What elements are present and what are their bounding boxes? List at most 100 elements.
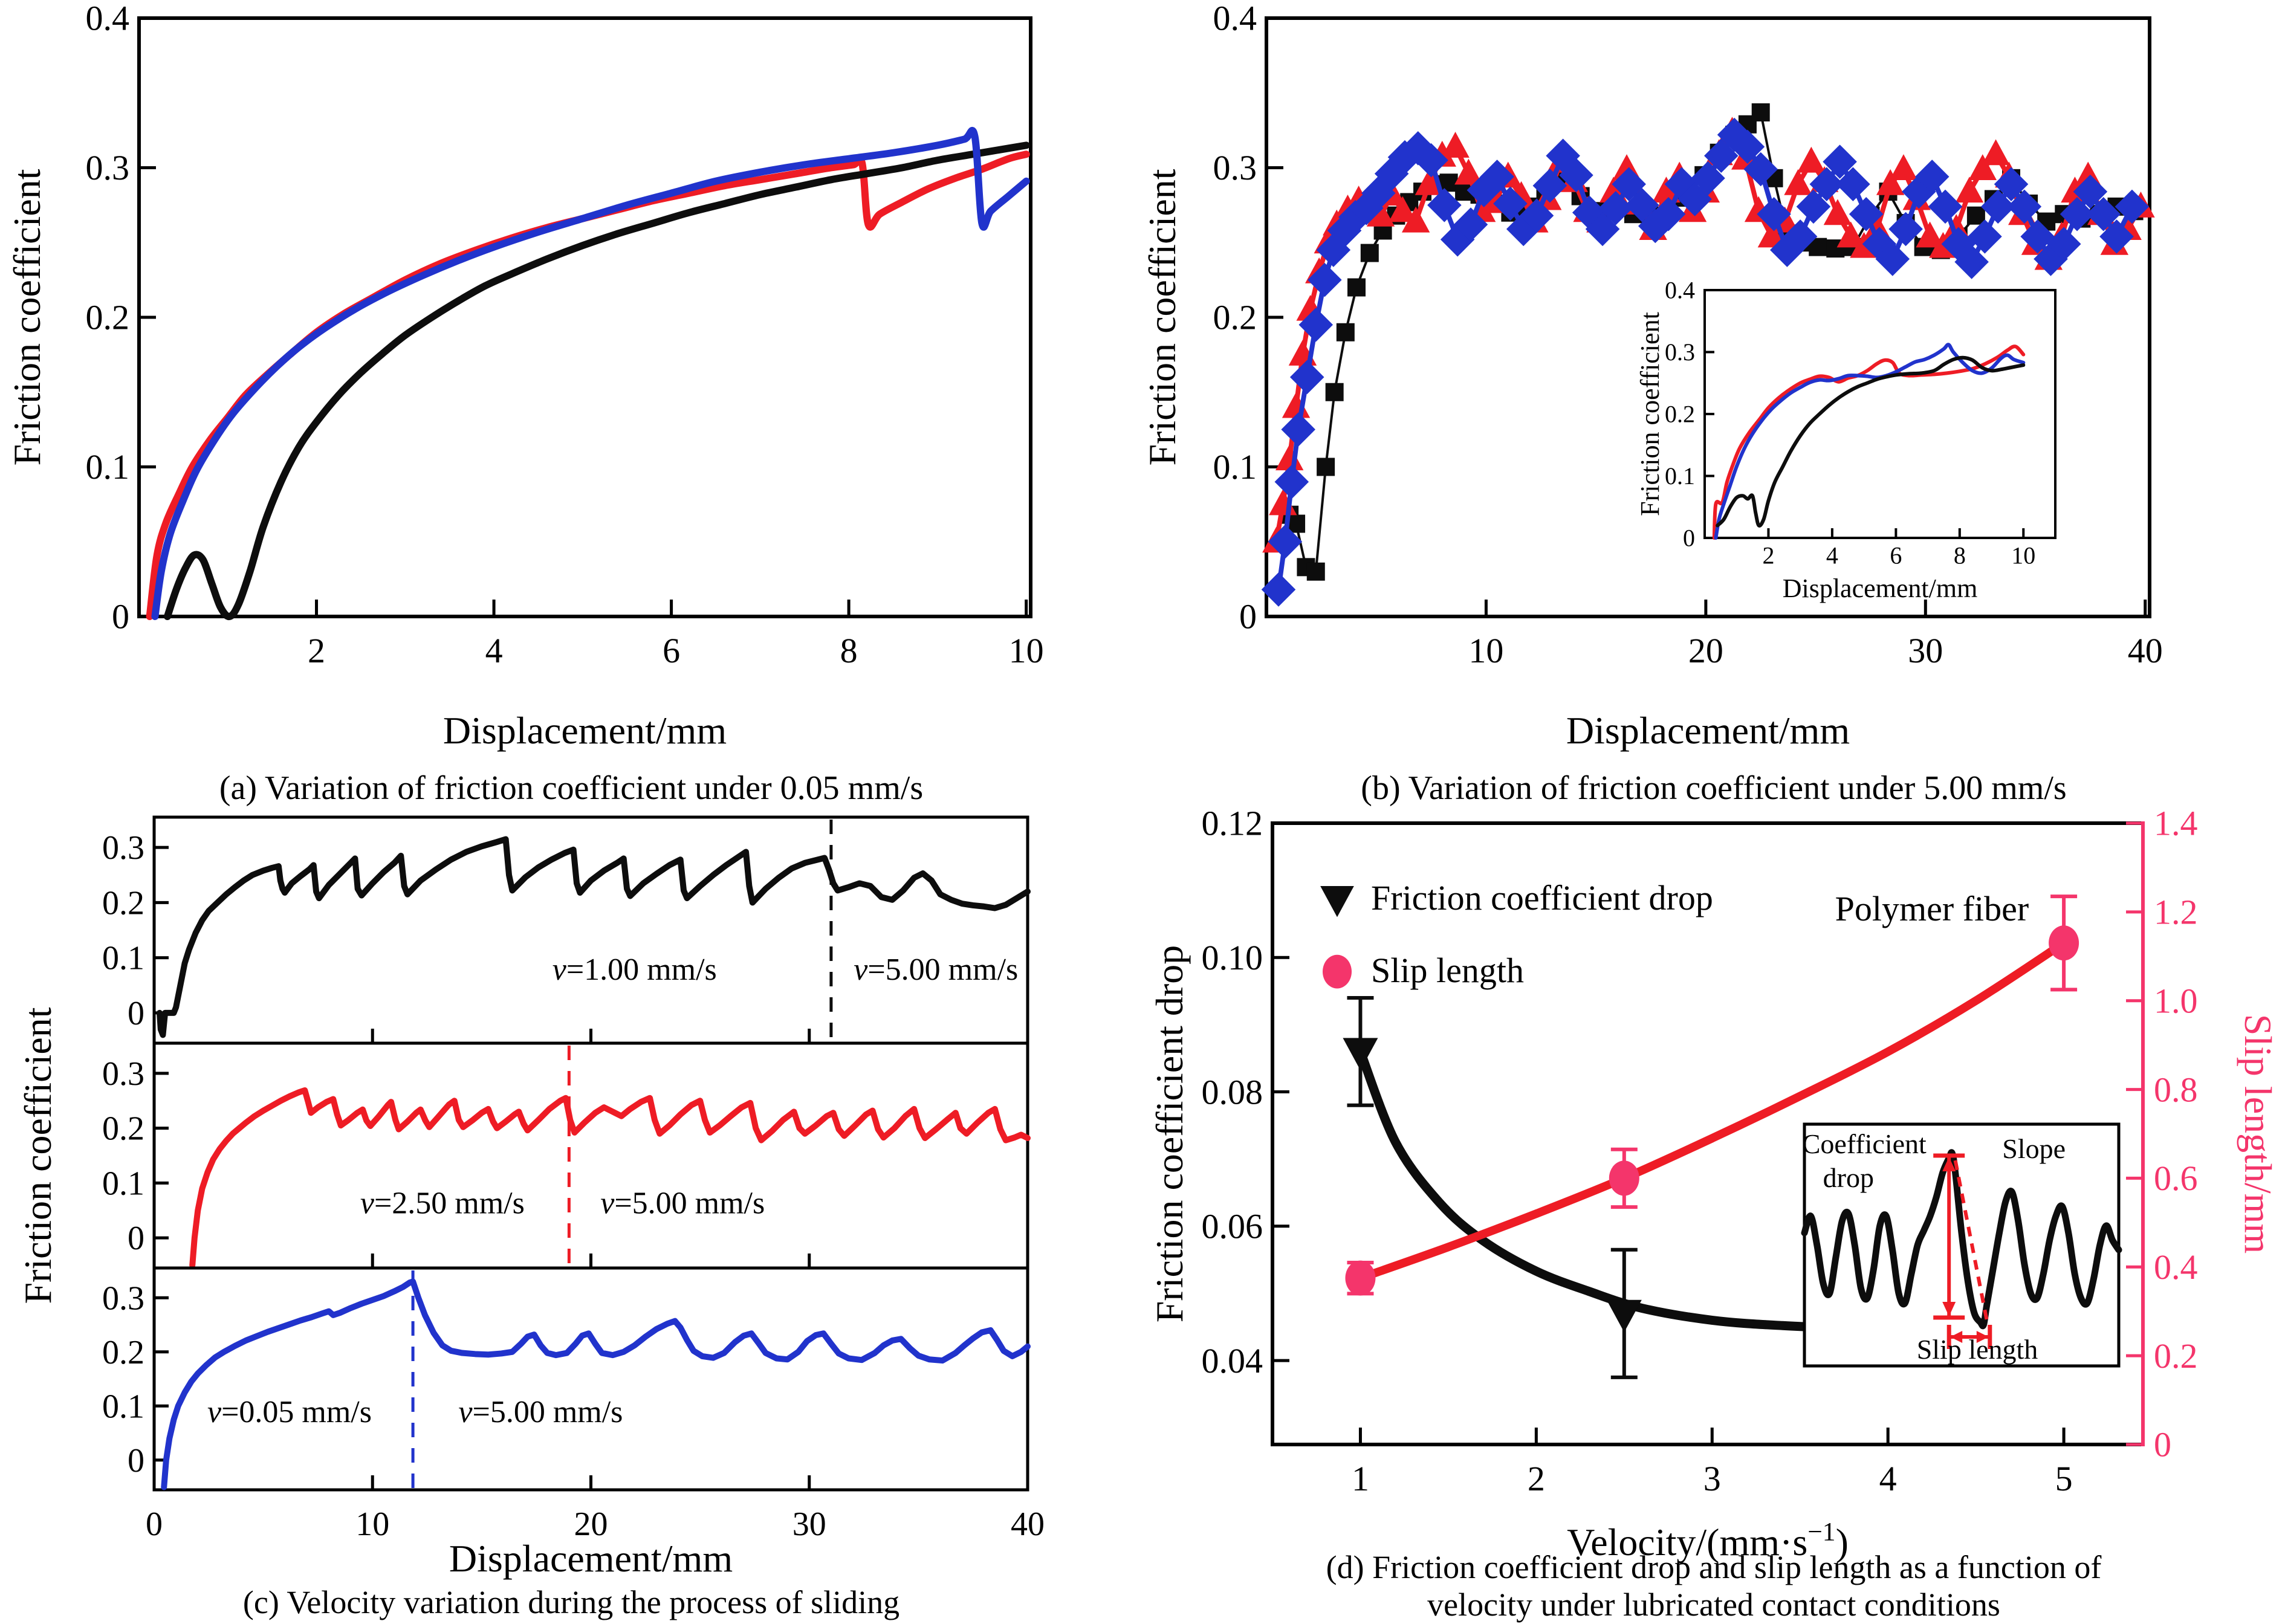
svg-text:0.04: 0.04 <box>1202 1341 1263 1380</box>
svg-text:20: 20 <box>574 1506 608 1543</box>
series-blue-0.05 <box>161 1278 1031 1490</box>
svg-text:0.1: 0.1 <box>86 447 130 487</box>
svg-text:1.4: 1.4 <box>2154 812 2198 843</box>
svg-text:20: 20 <box>1688 631 1723 670</box>
svg-text:v=2.50 mm/s: v=2.50 mm/s <box>360 1186 525 1220</box>
svg-text:40: 40 <box>1011 1506 1045 1543</box>
svg-text:6: 6 <box>1890 542 1902 569</box>
svg-text:drop: drop <box>1823 1162 1874 1193</box>
svg-text:8: 8 <box>1954 542 1966 569</box>
panel-b-chart: 10 20 30 4000.10.20.30.4Displacement/mmFric… <box>1142 0 2163 752</box>
svg-text:0.2: 0.2 <box>2154 1336 2198 1376</box>
svg-text:0: 0 <box>1683 525 1695 552</box>
caption-panel-c: (c) Velocity variation during the proces… <box>242 1584 900 1620</box>
svg-text:Friction coefficient: Friction coefficient <box>1635 312 1665 516</box>
svg-text:30: 30 <box>1908 631 1943 670</box>
series-blue-diamonds <box>1261 117 2150 607</box>
svg-text:Displacement/mm: Displacement/mm <box>1566 709 1850 752</box>
svg-text:0.3: 0.3 <box>1665 338 1695 366</box>
svg-text:0.2: 0.2 <box>102 1334 144 1371</box>
svg-text:Friction coefficient: Friction coefficient <box>5 169 48 465</box>
svg-text:0: 0 <box>1239 597 1257 636</box>
svg-text:Displacement/mm: Displacement/mm <box>1783 574 1978 603</box>
svg-text:2: 2 <box>308 631 325 670</box>
series-red-2.50 <box>189 1087 1031 1269</box>
svg-text:Displacement/mm: Displacement/mm <box>449 1537 733 1580</box>
svg-text:0.4: 0.4 <box>2154 1247 2198 1287</box>
axes: 1 2 3 4 5 0.04 0.06 0.08 0.10 0.12 0 0.2 0.4 0.6 0.8 1.… <box>1148 812 2280 1564</box>
svg-text:10: 10 <box>2011 542 2035 569</box>
svg-text:0: 0 <box>2154 1425 2171 1464</box>
svg-text:Friction coefficient: Friction coefficient <box>16 1007 59 1304</box>
series-black-0.05 <box>163 141 1030 621</box>
svg-text:0.10: 0.10 <box>1202 938 1263 977</box>
axes: 2 4 6 8 10 0 0.1 0.2 0.3 0.4 Displacement/mm Fricti… <box>5 0 1044 752</box>
svg-text:v=5.00 mm/s: v=5.00 mm/s <box>600 1186 765 1220</box>
series-red-0.05 <box>146 150 1030 620</box>
svg-text:0.2: 0.2 <box>102 884 144 922</box>
chart-canvas-d: 1 2 3 4 5 0.04 0.06 0.08 0.10 0.12 0 0.2 0.4 0.6 0.8 1.… <box>1148 812 2280 1564</box>
series-black-inset <box>1716 355 2026 528</box>
svg-text:0.8: 0.8 <box>2154 1070 2198 1109</box>
axes: 0 10 20 30 40 0 0.1 0.2 0.3 Displacement/mm <box>102 1266 1045 1580</box>
svg-text:Displacement/mm: Displacement/mm <box>443 709 727 752</box>
svg-text:4: 4 <box>1826 542 1838 569</box>
svg-text:0: 0 <box>128 995 144 1032</box>
svg-text:5: 5 <box>2055 1459 2073 1498</box>
panel-c-subplot-1: 0 0.1 0.2 0.3 v=1.00 mm/s v=5.00 mm/s <box>102 815 1031 1045</box>
svg-text:8: 8 <box>840 631 858 670</box>
svg-text:0.4: 0.4 <box>86 0 130 38</box>
panel-c-subplot-3: 0 10 20 30 40 0 0.1 0.2 0.3 Displacement/mm v=0.05… <box>102 1266 1045 1580</box>
svg-text:v=1.00 mm/s: v=1.00 mm/s <box>553 953 717 987</box>
svg-text:0.1: 0.1 <box>102 940 144 977</box>
svg-text:0.6: 0.6 <box>2154 1159 2198 1198</box>
svg-text:Slip length/mm: Slip length/mm <box>2237 1014 2280 1254</box>
svg-text:0.3: 0.3 <box>102 1055 144 1093</box>
svg-text:30: 30 <box>792 1506 826 1543</box>
svg-text:6: 6 <box>663 631 680 670</box>
svg-text:4: 4 <box>1879 1459 1897 1498</box>
svg-text:0: 0 <box>128 1442 144 1480</box>
caption-panel-d-line2: velocity under lubricated contact condit… <box>1427 1587 2000 1623</box>
svg-text:2: 2 <box>1762 542 1774 569</box>
series-blue-0.05 <box>151 127 1030 620</box>
chart-canvas-a: 2 4 6 8 10 0 0.1 0.2 0.3 0.4 Displacement/mm Fricti… <box>5 0 1044 752</box>
axes: 10 20 30 4000.10.20.30.4Displacement/mmFric… <box>1142 0 2163 752</box>
panel-d-chart: 1 2 3 4 5 0.04 0.06 0.08 0.10 0.12 0 0.2 0.4 0.6 0.8 1.… <box>1148 812 2280 1564</box>
svg-text:0.3: 0.3 <box>102 829 144 867</box>
panel-a-chart: 2 4 6 8 10 0 0.1 0.2 0.3 0.4 Displacement/mm Fricti… <box>5 0 1044 752</box>
svg-text:1.0: 1.0 <box>2154 981 2198 1020</box>
panel-c-subplot-2: 0 0.1 0.2 0.3 Friction coefficient v=2.50 mm/… <box>16 1007 1031 1304</box>
svg-text:40: 40 <box>2128 631 2163 670</box>
svg-text:v=0.05 mm/s: v=0.05 mm/s <box>207 1395 372 1429</box>
svg-text:10: 10 <box>355 1506 389 1543</box>
svg-text:0: 0 <box>146 1506 163 1543</box>
svg-text:0.06: 0.06 <box>1202 1207 1263 1246</box>
svg-text:0.08: 0.08 <box>1202 1072 1263 1111</box>
svg-text:Velocity/(mm·s−1): Velocity/(mm·s−1) <box>1567 1518 1849 1564</box>
svg-text:Friction coefficient drop: Friction coefficient drop <box>1148 945 1191 1322</box>
svg-text:0.1: 0.1 <box>1665 462 1695 490</box>
svg-text:0.1: 0.1 <box>102 1388 144 1425</box>
svg-text:0.3: 0.3 <box>1213 148 1257 187</box>
svg-text:0.3: 0.3 <box>86 148 130 187</box>
svg-text:3: 3 <box>1703 1459 1721 1498</box>
svg-text:0.2: 0.2 <box>102 1110 144 1148</box>
svg-text:Friction coefficient drop: Friction coefficient drop <box>1371 878 1713 917</box>
svg-text:0.3: 0.3 <box>102 1279 144 1317</box>
svg-text:Polymer fiber: Polymer fiber <box>1835 889 2029 928</box>
svg-text:1: 1 <box>1352 1459 1369 1498</box>
series-black-1.00 <box>157 836 1031 1038</box>
series-blue-inset <box>1714 343 2026 540</box>
axes: 0 0.1 0.2 0.3 Friction coefficient <box>16 1007 1029 1304</box>
svg-text:0.12: 0.12 <box>1202 812 1263 843</box>
svg-text:Slip length: Slip length <box>1371 951 1524 990</box>
svg-text:0.1: 0.1 <box>102 1165 144 1202</box>
svg-text:v=5.00 mm/s: v=5.00 mm/s <box>458 1395 623 1429</box>
svg-text:Coefficient: Coefficient <box>1802 1128 1927 1159</box>
caption-panel-d-line1: (d) Friction coefficient drop and slip l… <box>1326 1549 2102 1585</box>
legend: Friction coefficient drop Slip length <box>1320 878 1713 990</box>
svg-text:10: 10 <box>1468 631 1503 670</box>
